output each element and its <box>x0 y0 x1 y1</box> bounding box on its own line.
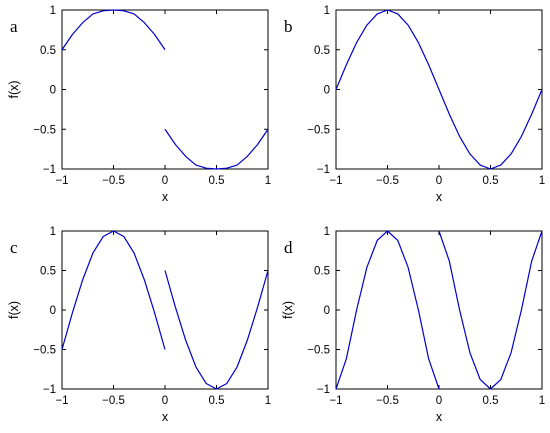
plot-frame <box>61 9 269 170</box>
x-tick-label: 0.5 <box>483 395 499 407</box>
y-tick-label: 0 <box>50 305 56 317</box>
x-tick-label: −0.5 <box>102 395 125 407</box>
y-tick-label: 0.5 <box>314 266 330 278</box>
panel-label: d <box>284 238 293 257</box>
x-tick-label: 0 <box>162 175 168 187</box>
series-line-1 <box>61 230 166 350</box>
panel-label: c <box>10 238 18 257</box>
y-tick-label: 0.5 <box>40 266 56 278</box>
series-line-2 <box>164 128 269 170</box>
series-line-1 <box>335 230 440 390</box>
x-tick-label: 1 <box>539 395 545 407</box>
x-tick-label: 0 <box>436 175 442 187</box>
y-tick-label: −1 <box>43 384 56 396</box>
x-axis-label: x <box>162 410 169 424</box>
x-tick-label: −1 <box>55 395 68 407</box>
x-tick-label: −1 <box>329 175 342 187</box>
panel-d: −1 −0.5 0 0.5 1 −1 −0.5 0 0.5 1 x f(x) d <box>281 226 545 424</box>
x-tick-label: 1 <box>539 175 545 187</box>
y-tick-label: −1 <box>43 164 56 176</box>
series-line-2 <box>164 270 269 390</box>
y-tick-label: 0.5 <box>40 45 56 57</box>
series-line-1 <box>335 9 543 170</box>
y-tick-label: 1 <box>324 5 330 17</box>
panel-label: b <box>284 17 293 36</box>
y-axis-label: f(x) <box>281 301 295 319</box>
x-tick-label: 1 <box>265 175 271 187</box>
x-tick-label: 0 <box>162 395 168 407</box>
panel-b: −1 −0.5 0 0.5 1 −1 −0.5 0 0.5 1 x b <box>284 5 545 204</box>
series-line-1 <box>61 9 166 51</box>
x-axis-label: x <box>162 190 169 204</box>
x-tick-label: 0.5 <box>209 395 225 407</box>
y-tick-label: −0.5 <box>307 345 330 357</box>
panel-c: −1 −0.5 0 0.5 1 −1 −0.5 0 0.5 1 x f(x) c <box>7 226 271 424</box>
x-tick-label: −0.5 <box>376 175 399 187</box>
x-tick-label: 0.5 <box>209 175 225 187</box>
x-tick-label: −0.5 <box>102 175 125 187</box>
plot-frame <box>335 230 543 390</box>
y-tick-label: 0 <box>50 85 56 97</box>
x-tick-label: 0.5 <box>483 175 499 187</box>
y-tick-label: 1 <box>50 5 56 17</box>
x-tick-label: −1 <box>55 175 68 187</box>
panel-a: −1 −0.5 0 0.5 1 −1 −0.5 0 0.5 1 x f(x) a <box>7 5 271 204</box>
y-axis-label: f(x) <box>7 80 21 98</box>
y-tick-label: −1 <box>317 164 330 176</box>
y-tick-label: −0.5 <box>307 124 330 136</box>
y-tick-label: −1 <box>317 384 330 396</box>
x-tick-label: 0 <box>436 395 442 407</box>
y-tick-label: −0.5 <box>33 345 56 357</box>
x-axis-label: x <box>436 190 443 204</box>
series-line-2 <box>438 230 543 390</box>
x-tick-label: 1 <box>265 395 271 407</box>
y-tick-label: −0.5 <box>33 124 56 136</box>
x-tick-label: −1 <box>329 395 342 407</box>
x-tick-label: −0.5 <box>376 395 399 407</box>
y-tick-label: 0 <box>324 85 330 97</box>
y-tick-label: 0.5 <box>314 45 330 57</box>
y-tick-label: 0 <box>324 305 330 317</box>
y-axis-label: f(x) <box>7 301 21 319</box>
y-tick-label: 1 <box>324 226 330 238</box>
panel-label: a <box>10 17 18 36</box>
y-tick-label: 1 <box>50 226 56 238</box>
x-axis-label: x <box>436 410 443 424</box>
